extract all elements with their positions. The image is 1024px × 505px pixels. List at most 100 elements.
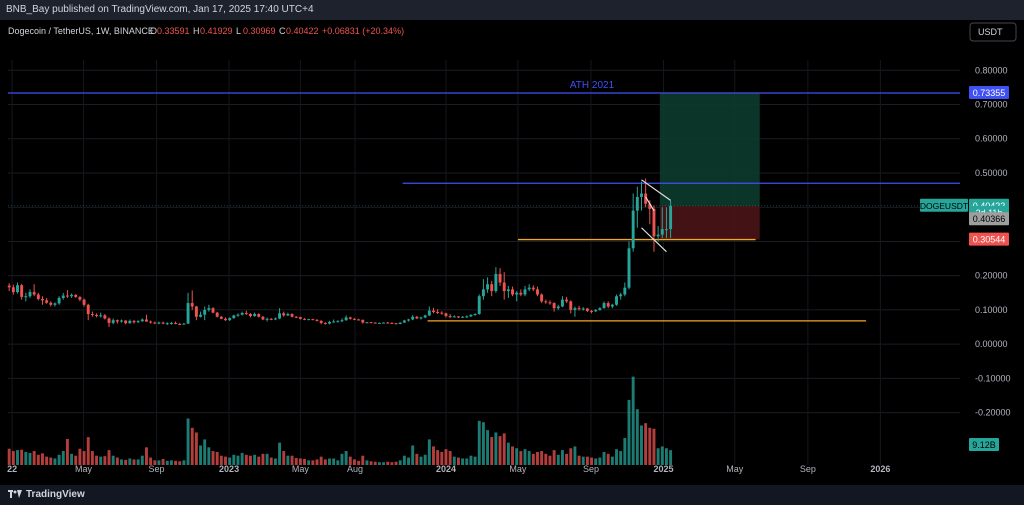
candle-body xyxy=(190,303,194,307)
candle-body xyxy=(145,319,148,322)
volume-bar xyxy=(490,437,494,465)
volume-bar xyxy=(140,455,144,465)
candle-body xyxy=(86,304,90,315)
volume-bar xyxy=(199,445,202,465)
volume-bar xyxy=(228,457,232,465)
candle-body xyxy=(244,312,248,315)
time-axis[interactable]: 22 May Sep 2023 May Aug 2024 May Sep 2025 May Sep 20… xyxy=(7,464,890,474)
grid xyxy=(8,60,960,465)
price-chart[interactable]: ATH 2021 0.80000 0.70000 0.60000 0.50000 0.4… xyxy=(0,20,1024,485)
candle-body xyxy=(552,303,556,309)
candle-body xyxy=(481,289,485,297)
volume-bar xyxy=(65,438,69,465)
volume-bar xyxy=(45,456,49,465)
price-tag-label: 0.40366 xyxy=(973,214,1006,224)
candle-body xyxy=(581,308,585,310)
volume-bar xyxy=(415,453,419,465)
candle-body xyxy=(461,316,465,318)
candle-body xyxy=(136,321,140,323)
x-tick-label: Sep xyxy=(149,464,165,474)
volume-bar xyxy=(120,459,123,465)
candle-body xyxy=(132,320,136,323)
volume-bar xyxy=(552,450,556,465)
candle-body xyxy=(577,308,581,310)
y-tick-label: 0.50000 xyxy=(975,168,1008,178)
volume-bar xyxy=(90,451,94,465)
volume-bar xyxy=(128,458,132,465)
y-tick-label: -0.10000 xyxy=(975,373,1011,383)
horizontal-levels[interactable]: ATH 2021 xyxy=(8,80,960,322)
candle-body xyxy=(211,308,215,313)
candle-body xyxy=(669,205,673,230)
volume-tag-bg xyxy=(969,438,999,451)
volume-bar xyxy=(361,455,365,465)
candle-body xyxy=(273,318,277,320)
candle-body xyxy=(436,311,440,313)
volume-bar xyxy=(594,458,598,465)
price-axis[interactable]: 0.800000.700000.600000.500000.400000.300… xyxy=(920,20,1024,485)
volume-bar xyxy=(531,453,535,465)
volume-bar xyxy=(57,454,61,465)
tradingview-logo[interactable]: TradingView xyxy=(8,485,85,505)
volume-bar xyxy=(190,427,194,465)
x-tick-label: May xyxy=(726,464,744,474)
candle-body xyxy=(615,296,618,305)
volume-bar xyxy=(257,456,261,465)
candle-body xyxy=(531,287,535,290)
candle-body xyxy=(186,303,190,324)
candle-body xyxy=(70,294,74,297)
volume-bar xyxy=(111,455,115,465)
volume-bar xyxy=(502,433,506,465)
candle-body xyxy=(219,316,223,319)
candle-body xyxy=(573,308,577,310)
currency-button[interactable]: USDT xyxy=(969,22,1017,42)
volume-bar xyxy=(240,452,244,465)
volume-bar xyxy=(253,454,257,465)
price-tag: 0.40366 xyxy=(969,212,1009,226)
candle-body xyxy=(278,313,282,319)
volume-bars xyxy=(7,376,673,465)
pattern-lines[interactable] xyxy=(641,179,671,253)
candle-body xyxy=(294,316,298,318)
candle-body xyxy=(660,229,664,235)
volume-bar xyxy=(269,457,273,465)
candle-body xyxy=(556,306,560,309)
candle-body xyxy=(140,319,144,322)
volume-bar xyxy=(232,454,236,465)
candle-body xyxy=(194,306,198,317)
candle-body xyxy=(606,303,610,307)
candle-body xyxy=(652,208,656,237)
volume-bar xyxy=(236,455,240,465)
candle-body xyxy=(82,299,86,305)
candle-body xyxy=(365,322,369,324)
ohlc-change: +0.06831 (+20.34%) xyxy=(322,26,404,36)
volume-bar xyxy=(652,428,656,465)
volume-bar xyxy=(452,456,456,465)
volume-bar xyxy=(602,451,606,465)
volume-bar xyxy=(344,451,348,465)
candle-body xyxy=(95,315,99,317)
volume-bar xyxy=(153,460,157,465)
volume-bar xyxy=(419,456,423,465)
chart-area[interactable]: ATH 2021 0.80000 0.70000 0.60000 0.50000 0.4… xyxy=(0,20,1024,485)
candle-body xyxy=(74,294,78,297)
candle-body xyxy=(111,320,115,323)
volume-bar xyxy=(386,461,390,465)
volume-bar xyxy=(215,451,219,465)
candle-body xyxy=(20,285,24,297)
candle-body xyxy=(635,196,639,211)
volume-bar xyxy=(536,451,539,465)
candle-body xyxy=(627,248,631,288)
y-tick-label: -0.20000 xyxy=(975,408,1011,418)
symbol-tag-bg xyxy=(920,198,968,212)
volume-bar xyxy=(136,459,140,465)
symbol-price-tag: DOGEUSDT xyxy=(920,198,968,212)
volume-bar xyxy=(448,451,452,465)
candle-body xyxy=(41,298,44,301)
candle-body xyxy=(319,320,323,323)
candle-body xyxy=(382,322,386,324)
volume-tag-label: 9.12B xyxy=(972,440,996,450)
volume-bar xyxy=(390,462,394,465)
long-position-tool[interactable] xyxy=(659,93,760,240)
candle-body xyxy=(16,285,19,293)
